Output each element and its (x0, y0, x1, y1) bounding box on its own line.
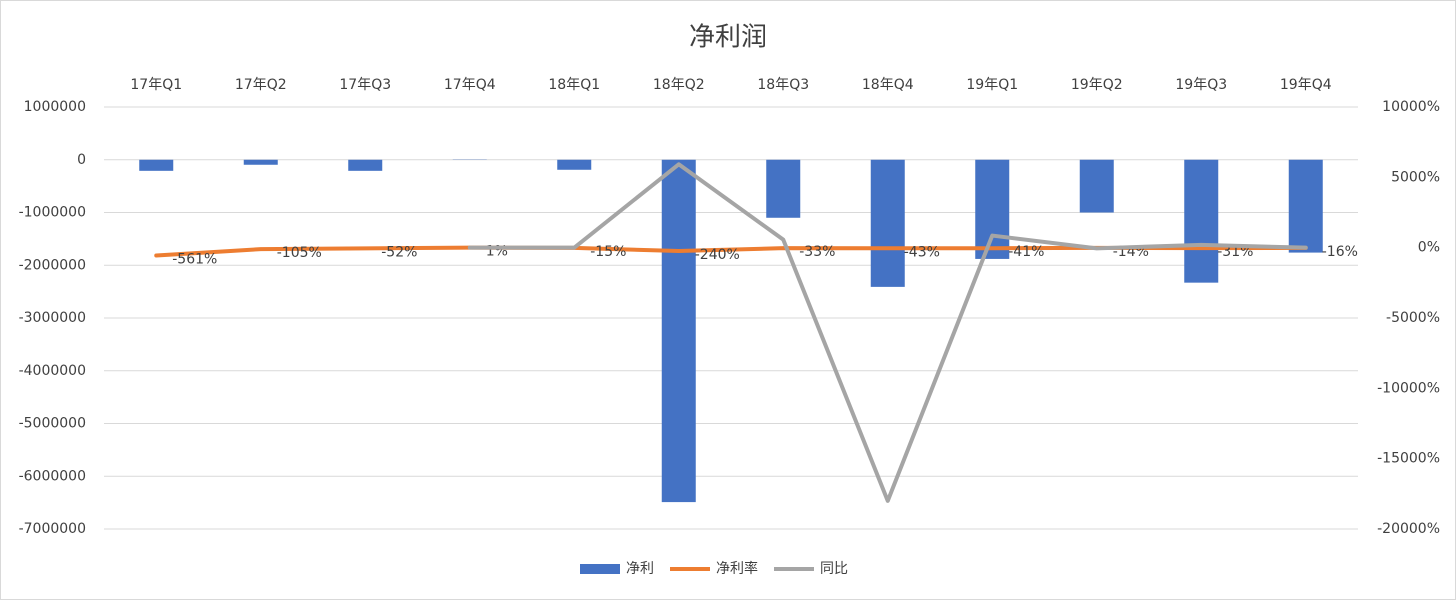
legend-swatch (580, 564, 620, 574)
y-tick-label: -1000000 (19, 205, 86, 221)
y-tick-label: -7000000 (19, 521, 86, 537)
bar (557, 159, 592, 170)
legend-label: 同比 (820, 561, 848, 577)
data-label: -561% (172, 252, 217, 268)
data-label: -16% (1322, 244, 1358, 260)
bar (870, 159, 905, 287)
x-tick-label: 17年Q1 (130, 77, 182, 93)
bar (766, 159, 801, 218)
bar (1288, 159, 1323, 253)
y-tick-label: -6000000 (19, 468, 86, 484)
y-tick-label: -5000000 (19, 416, 86, 432)
y2-tick-label: -15000% (1377, 451, 1440, 467)
x-tick-label: 18年Q3 (757, 77, 809, 93)
x-tick-label: 17年Q4 (444, 77, 496, 93)
y2-tick-label: 0% (1418, 240, 1440, 256)
x-tick-label: 18年Q4 (862, 77, 914, 93)
x-tick-label: 19年Q4 (1280, 77, 1332, 93)
y-tick-label: 1000000 (24, 99, 86, 115)
legend-label: 净利 (626, 561, 654, 577)
bar (1184, 159, 1219, 283)
x-tick-label: 17年Q2 (235, 77, 287, 93)
bar (243, 159, 278, 165)
line (467, 162, 1308, 503)
data-label: -33% (799, 244, 835, 260)
bar (975, 159, 1010, 259)
y-tick-label: 0 (77, 152, 86, 168)
y2-tick-label: 5000% (1391, 169, 1440, 185)
chart-title: 净利润 (689, 23, 767, 53)
bar (1079, 159, 1114, 213)
y2-tick-label: -20000% (1377, 521, 1440, 537)
bar (139, 159, 174, 171)
y-tick-label: -2000000 (19, 257, 86, 273)
data-label: -52% (381, 244, 417, 260)
bar (661, 159, 696, 503)
bar (348, 159, 383, 171)
x-tick-label: 19年Q2 (1071, 77, 1123, 93)
x-tick-label: 19年Q1 (966, 77, 1018, 93)
y2-tick-label: 10000% (1382, 99, 1440, 115)
legend-label: 净利率 (716, 560, 758, 577)
x-tick-label: 18年Q2 (653, 77, 705, 93)
data-label: -105% (277, 245, 322, 261)
x-tick-label: 17年Q3 (339, 77, 391, 93)
data-label: -43% (904, 244, 940, 260)
data-label: -41% (1008, 244, 1044, 260)
data-label: -15% (590, 244, 626, 260)
y2-tick-label: -10000% (1377, 380, 1440, 396)
data-label: -240% (695, 247, 740, 263)
data-label: -31% (1217, 244, 1253, 260)
y2-tick-label: -5000% (1386, 310, 1440, 326)
x-tick-label: 18年Q1 (548, 77, 600, 93)
y-tick-label: -4000000 (19, 363, 86, 379)
y-tick-label: -3000000 (19, 310, 86, 326)
x-tick-label: 19年Q3 (1175, 77, 1227, 93)
